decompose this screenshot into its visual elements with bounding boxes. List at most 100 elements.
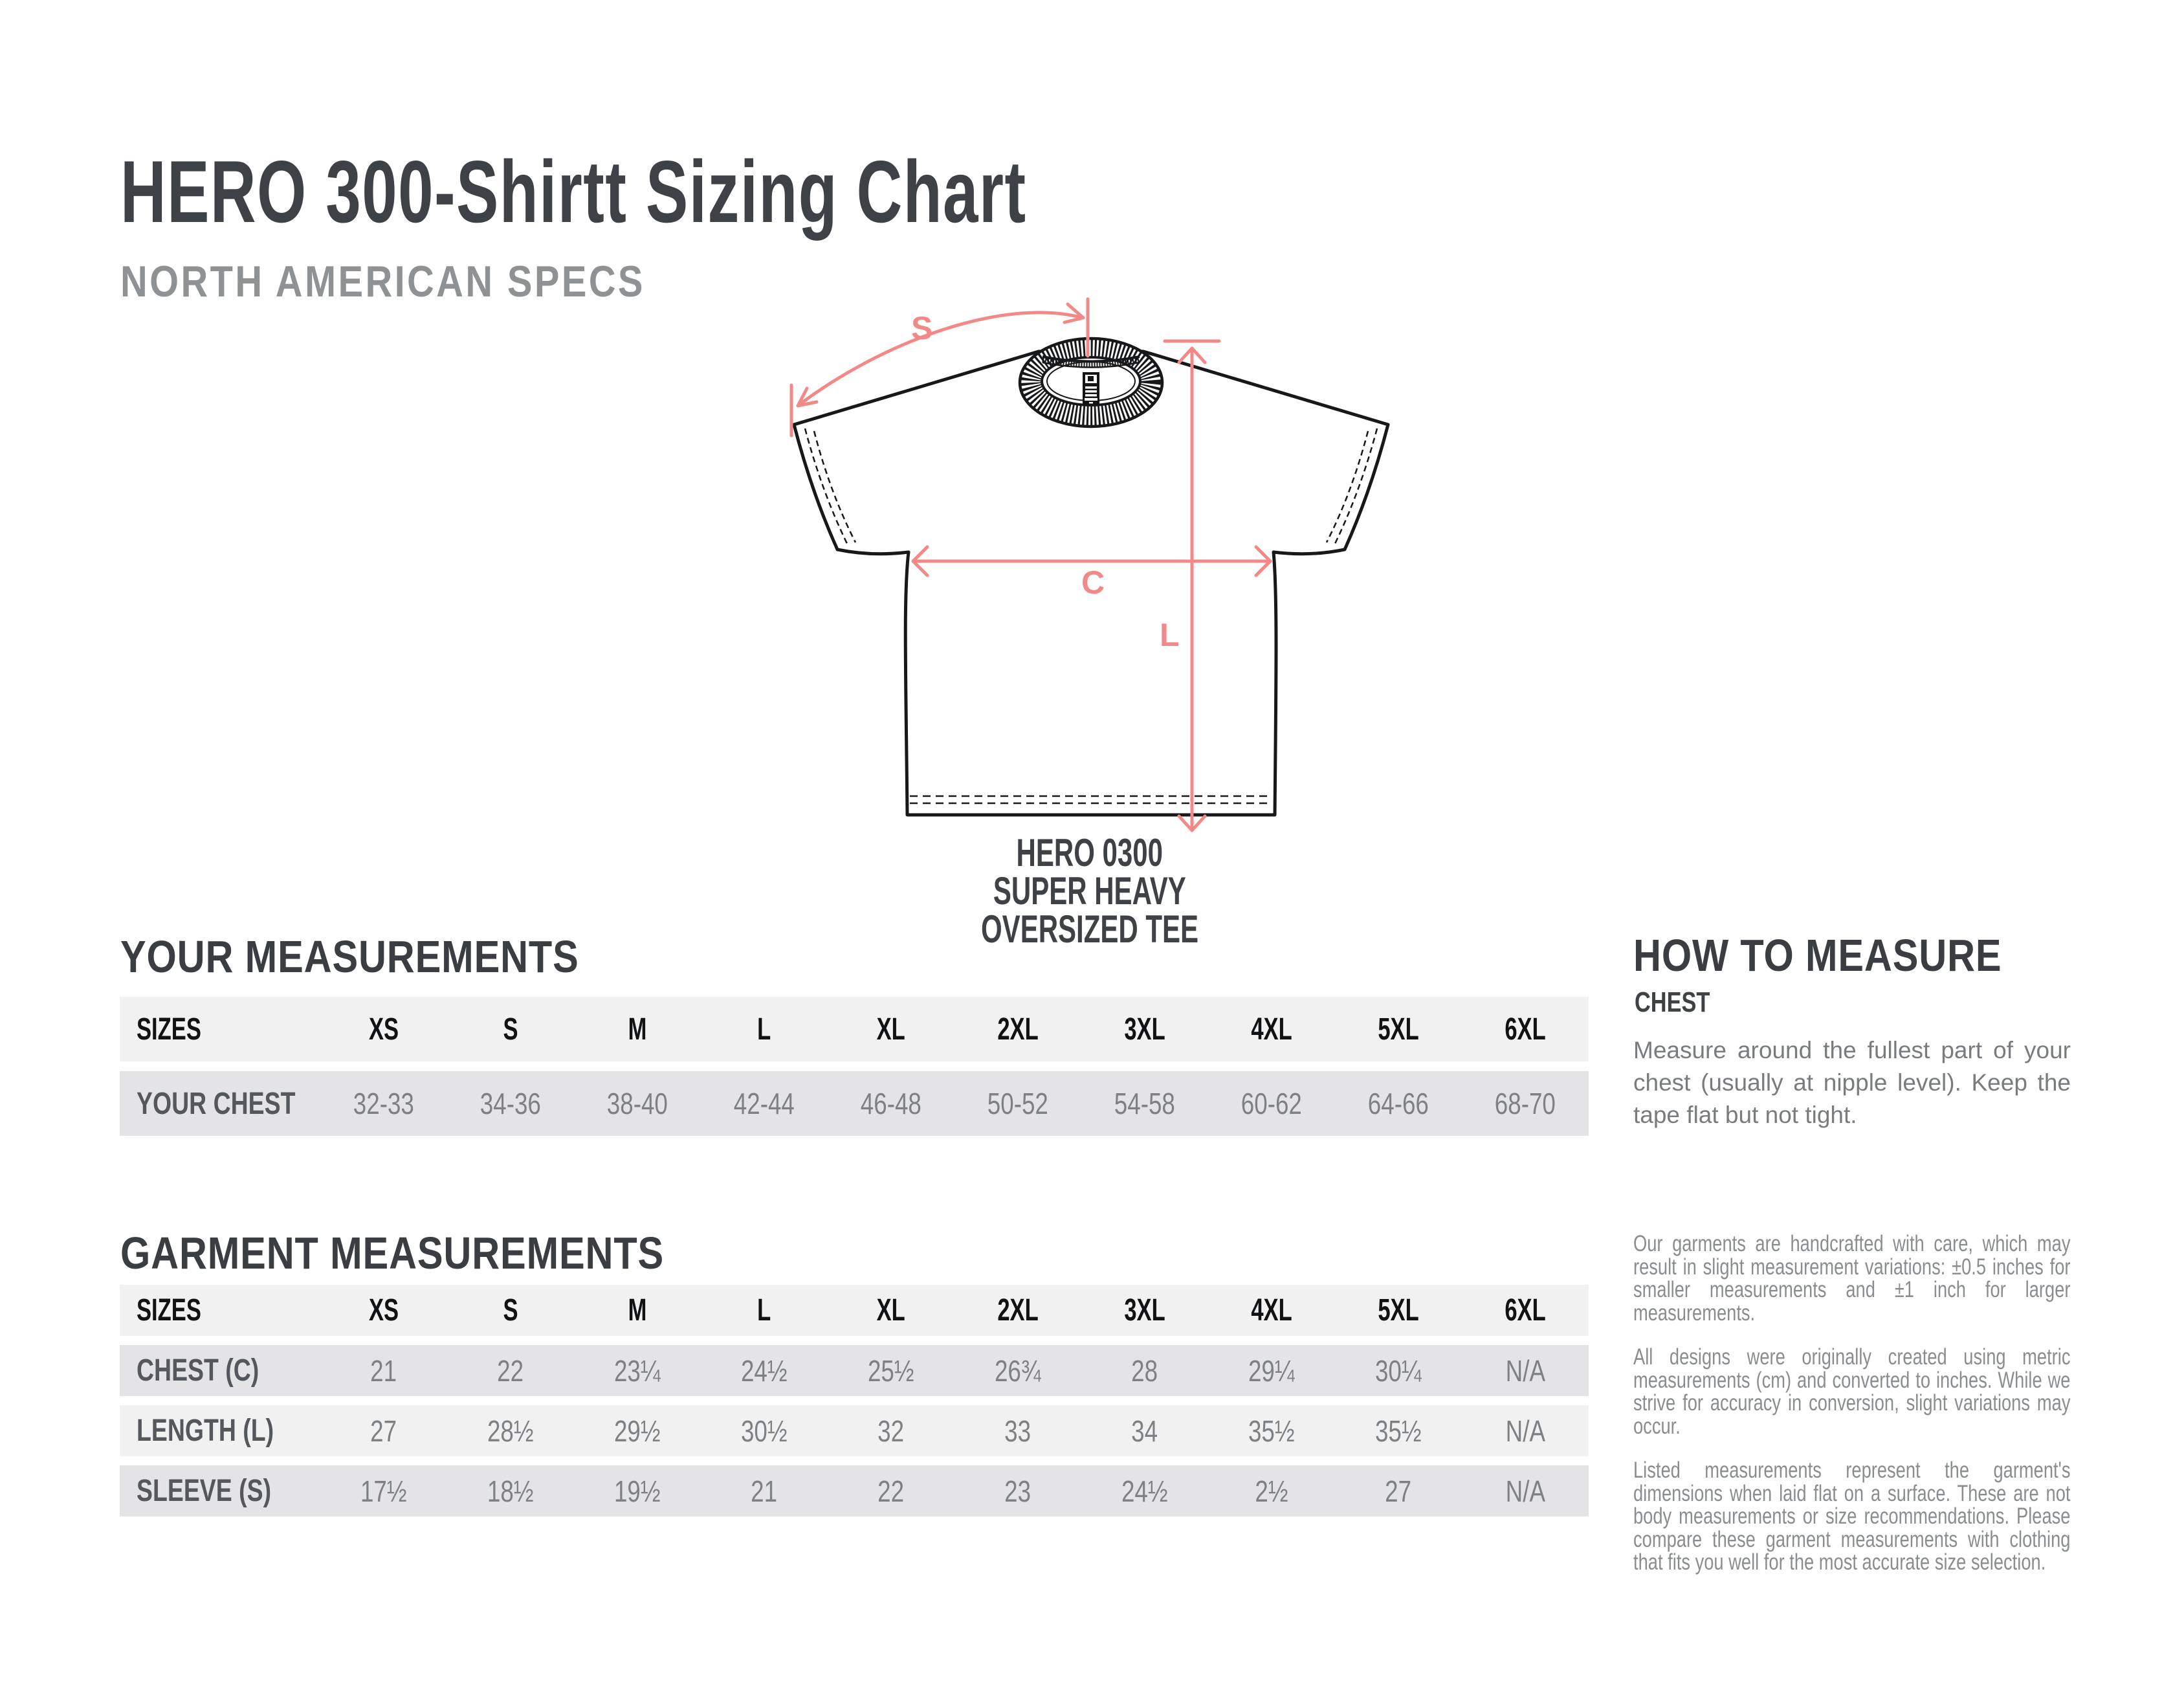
value-cell: 18½: [487, 1474, 534, 1508]
size-header-cell: XL: [876, 1012, 906, 1047]
value-cell: 64-66: [1367, 1087, 1429, 1120]
value-cell: 32: [877, 1414, 905, 1448]
size-header-cell: 4XL: [1251, 1012, 1292, 1047]
value-cell: 38-40: [606, 1087, 668, 1120]
hem-stitching: [910, 795, 1272, 805]
caption-line: OVERSIZED TEE: [980, 907, 1199, 951]
size-header-cell: S: [503, 1012, 518, 1047]
header-sizes-label: SIZES: [137, 1293, 201, 1327]
size-header-cell: M: [628, 1012, 647, 1047]
row-label: SLEEVE (S): [137, 1474, 272, 1508]
page-subtitle-text: NORTH AMERICAN SPECS: [120, 257, 645, 306]
size-header-cell: XS: [368, 1293, 399, 1327]
value-cell: 34: [1131, 1414, 1158, 1448]
value-cell: 68-70: [1494, 1087, 1556, 1120]
cuff-stitching: [804, 428, 1378, 546]
value-cell: 22: [497, 1353, 524, 1388]
value-cell: 46-48: [860, 1087, 922, 1120]
value-cell: 27: [1385, 1474, 1412, 1508]
value-cell: 33: [1004, 1414, 1031, 1448]
value-cell: 50-52: [987, 1087, 1049, 1120]
size-header-cell: XL: [876, 1293, 906, 1327]
value-cell: 21: [751, 1474, 778, 1508]
value-cell: 28: [1131, 1353, 1158, 1388]
value-cell: 30¼: [1375, 1353, 1422, 1388]
neck-label: [1083, 372, 1099, 405]
sleeve-measure-arrow: [789, 297, 1090, 438]
value-cell: 24½: [741, 1353, 788, 1388]
value-cell: N/A: [1505, 1414, 1545, 1448]
caption-line: HERO 0300: [1016, 831, 1164, 874]
chest-measure-arrow: [911, 545, 1272, 577]
value-cell: 42-44: [733, 1087, 795, 1120]
value-cell: 29¼: [1248, 1353, 1295, 1388]
value-cell: 29½: [614, 1414, 661, 1448]
value-cell: 2½: [1255, 1474, 1288, 1508]
value-cell: 24½: [1121, 1474, 1168, 1508]
value-cell: 22: [877, 1474, 905, 1508]
value-cell: 30½: [741, 1414, 788, 1448]
value-cell: 21: [370, 1353, 397, 1388]
length-measure-arrow: [1163, 339, 1221, 832]
row-label: LENGTH (L): [137, 1414, 274, 1448]
caption-line: SUPER HEAVY: [993, 869, 1186, 913]
note-paragraph: All designs were originally created usin…: [1633, 1344, 2071, 1439]
value-cell: 19½: [614, 1474, 661, 1508]
value-cell: 26¾: [995, 1353, 1041, 1388]
size-header-cell: M: [628, 1293, 647, 1327]
value-cell: 34-36: [480, 1087, 542, 1120]
size-header-cell: 4XL: [1251, 1293, 1292, 1327]
page-subtitle: NORTH AMERICAN SPECS: [120, 256, 738, 307]
size-header-cell: 5XL: [1378, 1012, 1419, 1047]
chest-subheading: CHEST: [1635, 986, 1710, 1018]
row-label: CHEST (C): [137, 1353, 259, 1388]
value-cell: 35½: [1375, 1414, 1422, 1448]
value-cell: 54-58: [1114, 1087, 1176, 1120]
size-header-cell: 6XL: [1505, 1012, 1546, 1047]
measurement-notes: Our garments are handcrafted with care, …: [1633, 1232, 2070, 1595]
chest-label: C: [1081, 564, 1105, 601]
page-title: HERO 300-Shirtt Sizing Chart: [120, 141, 1379, 242]
value-cell: 23¼: [614, 1353, 661, 1388]
value-cell: 17½: [360, 1474, 407, 1508]
sleeve-row: SLEEVE (S) 17½ 18½ 19½ 21 22 23 24½ 2½ 2…: [120, 1465, 1589, 1516]
size-header-row: SIZES XS S M L XL 2XL 3XL 4XL 5XL 6XL: [120, 1285, 1589, 1336]
size-header-cell: 3XL: [1124, 1012, 1165, 1047]
length-label: L: [1160, 617, 1180, 653]
value-cell: 60-62: [1241, 1087, 1303, 1120]
how-to-measure-heading: HOW TO MEASURE: [1633, 930, 2002, 981]
size-header-cell: 3XL: [1124, 1293, 1165, 1327]
garment-measurements-table: SIZES XS S M L XL 2XL 3XL 4XL 5XL 6XL CH…: [120, 1285, 1589, 1526]
size-header-cell: XS: [368, 1012, 399, 1047]
sleeve-label: S: [911, 310, 932, 346]
chest-instructions: Measure around the fullest part of your …: [1633, 1037, 2071, 1128]
value-cell: 28½: [487, 1414, 534, 1448]
size-header-cell: 6XL: [1505, 1293, 1546, 1327]
value-cell: 23: [1004, 1474, 1031, 1508]
length-row: LENGTH (L) 27 28½ 29½ 30½ 32 33 34 35½ 3…: [120, 1405, 1589, 1456]
value-cell: 25½: [868, 1353, 914, 1388]
note-paragraph: Listed measurements represent the garmen…: [1633, 1458, 2071, 1575]
size-header-row: SIZES XS S M L XL 2XL 3XL 4XL 5XL 6XL: [120, 997, 1589, 1061]
value-cell: N/A: [1505, 1474, 1545, 1508]
tshirt-outline: [792, 350, 1390, 817]
size-header-cell: 2XL: [997, 1012, 1039, 1047]
value-cell: 35½: [1248, 1414, 1295, 1448]
your-measurements-heading: YOUR MEASUREMENTS: [120, 931, 579, 982]
size-header-cell: L: [757, 1012, 771, 1047]
tshirt-diagram: S C L: [789, 297, 1390, 832]
value-cell: 27: [370, 1414, 397, 1448]
value-cell: 32-33: [353, 1087, 415, 1120]
size-header-cell: 5XL: [1378, 1293, 1419, 1327]
your-chest-row: YOUR CHEST 32-33 34-36 38-40 42-44 46-48…: [120, 1071, 1589, 1136]
page-title-text: HERO 300-Shirtt Sizing Chart: [120, 142, 1027, 241]
header-sizes-label: SIZES: [137, 1012, 201, 1047]
your-measurements-table: SIZES XS S M L XL 2XL 3XL 4XL 5XL 6XL YO…: [120, 997, 1589, 1146]
garment-measurements-heading: GARMENT MEASUREMENTS: [120, 1228, 665, 1278]
row-label: YOUR CHEST: [137, 1086, 296, 1121]
note-paragraph: Our garments are handcrafted with care, …: [1633, 1231, 2071, 1326]
size-header-cell: S: [503, 1293, 518, 1327]
size-header-cell: L: [757, 1293, 771, 1327]
size-header-cell: 2XL: [997, 1293, 1039, 1327]
